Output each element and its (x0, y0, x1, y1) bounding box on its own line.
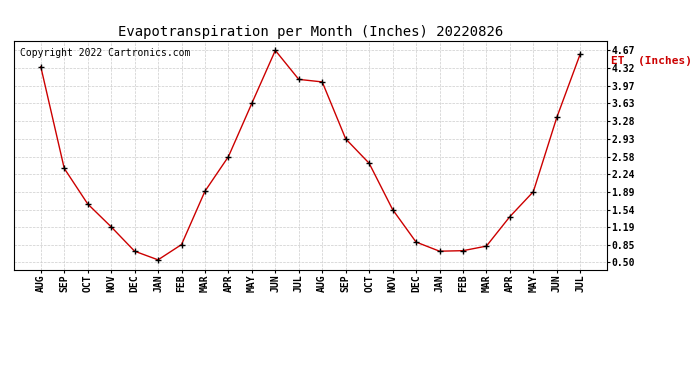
Title: Evapotranspiration per Month (Inches) 20220826: Evapotranspiration per Month (Inches) 20… (118, 25, 503, 39)
Text: ET  (Inches): ET (Inches) (611, 56, 690, 66)
Text: Copyright 2022 Cartronics.com: Copyright 2022 Cartronics.com (20, 48, 190, 58)
